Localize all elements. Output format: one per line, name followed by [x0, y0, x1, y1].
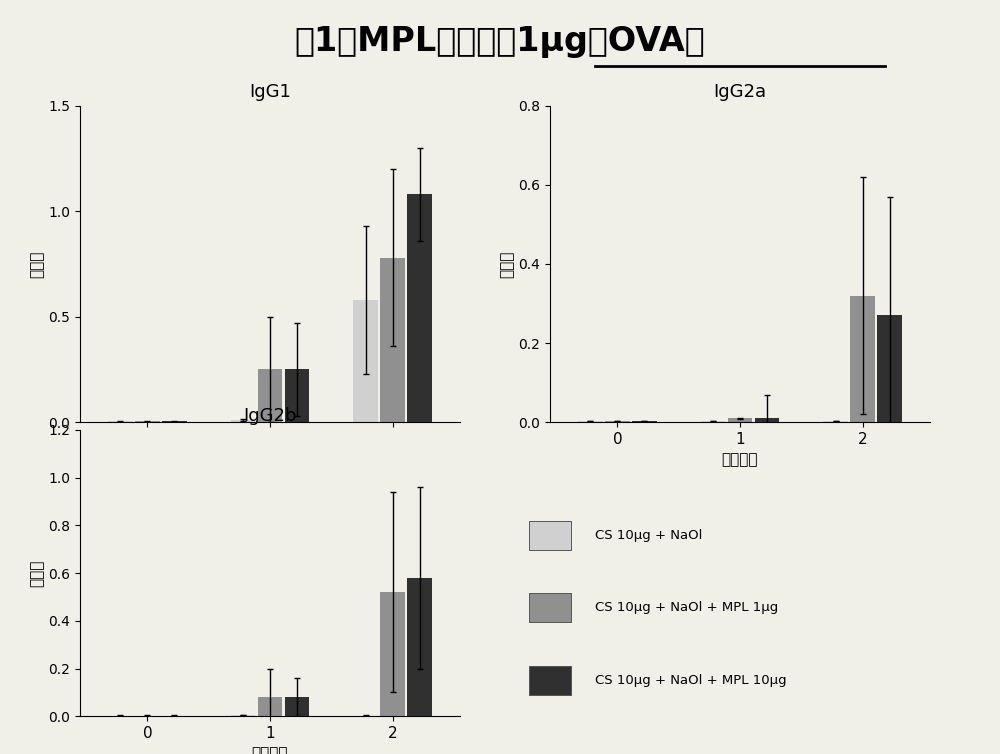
Bar: [529, 666, 571, 694]
Bar: [850, 296, 875, 422]
Bar: [108, 421, 133, 422]
Bar: [380, 258, 405, 422]
Text: CS 10μg + NaOl + MPL 10μg: CS 10μg + NaOl + MPL 10μg: [595, 673, 786, 687]
Bar: [407, 195, 432, 422]
Bar: [258, 369, 282, 422]
Title: IgG1: IgG1: [249, 83, 291, 101]
Text: CS 10μg + NaOl + MPL 1μg: CS 10μg + NaOl + MPL 1μg: [595, 601, 778, 615]
Text: 图1：MPL的添加（1μg的OVA）: 图1：MPL的添加（1μg的OVA）: [295, 25, 705, 58]
Bar: [135, 421, 160, 422]
Bar: [380, 592, 405, 716]
Y-axis label: 吸光度: 吸光度: [29, 250, 44, 277]
X-axis label: 免疫次数: 免疫次数: [252, 452, 288, 467]
Bar: [728, 418, 752, 422]
Text: CS 10μg + NaOl: CS 10μg + NaOl: [595, 529, 702, 542]
Bar: [877, 315, 902, 422]
Bar: [605, 421, 630, 422]
Y-axis label: 吸光度: 吸光度: [499, 250, 514, 277]
Bar: [701, 421, 725, 422]
Bar: [231, 420, 255, 422]
Bar: [162, 421, 187, 422]
Bar: [285, 697, 309, 716]
Bar: [407, 578, 432, 716]
Bar: [353, 300, 378, 422]
Title: IgG2b: IgG2b: [243, 407, 297, 425]
Bar: [529, 593, 571, 622]
X-axis label: 免疫次数: 免疫次数: [252, 746, 288, 754]
X-axis label: 免疫次数: 免疫次数: [722, 452, 758, 467]
Bar: [231, 715, 255, 716]
Y-axis label: 吸光度: 吸光度: [29, 559, 44, 587]
Title: IgG2a: IgG2a: [713, 83, 767, 101]
Bar: [285, 369, 309, 422]
Bar: [529, 521, 571, 550]
Bar: [755, 418, 779, 422]
Bar: [258, 697, 282, 716]
Bar: [823, 421, 848, 422]
Bar: [578, 421, 603, 422]
Bar: [632, 421, 657, 422]
